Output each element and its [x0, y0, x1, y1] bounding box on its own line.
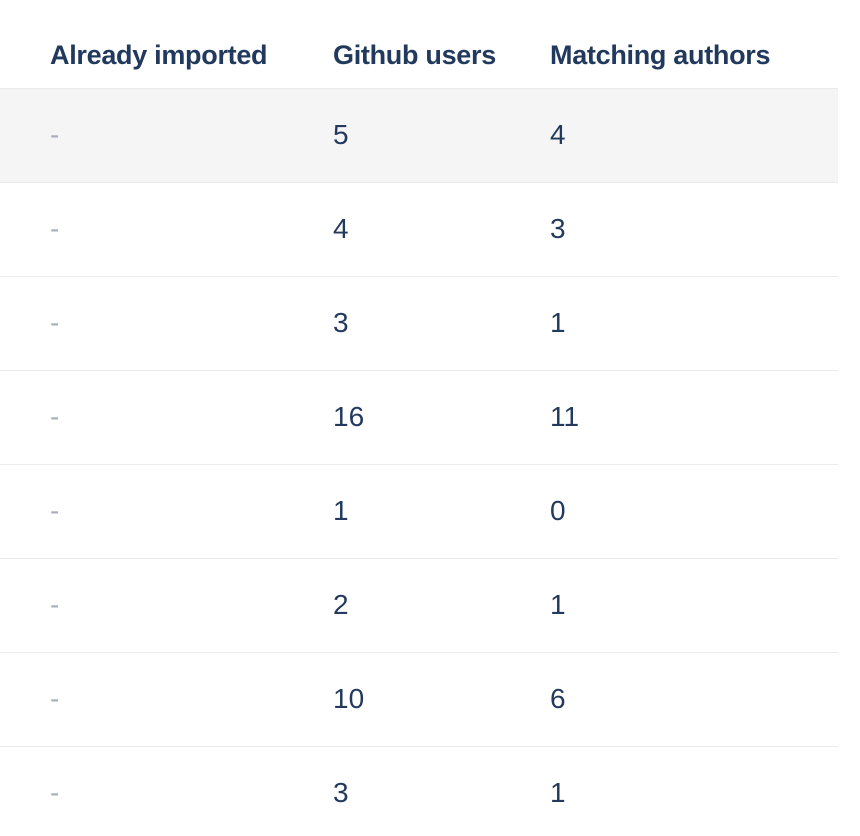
- table-row[interactable]: - 2 1: [0, 558, 838, 653]
- cell-matching-authors: 0: [550, 464, 838, 559]
- cell-github-users: 1: [333, 464, 550, 559]
- cell-matching-authors: 1: [550, 276, 838, 371]
- table-row[interactable]: - 3 1: [0, 276, 838, 371]
- table-body: - 5 4 - 4 3 - 3 1 - 16 11 - 1 0 - 2 1 - …: [0, 88, 838, 836]
- cell-matching-authors: 1: [550, 746, 838, 836]
- cell-github-users: 10: [333, 652, 550, 747]
- cell-already-imported: -: [0, 558, 333, 653]
- table-row[interactable]: - 16 11: [0, 370, 838, 465]
- column-header-already-imported: Already imported: [0, 0, 333, 89]
- table-row[interactable]: - 10 6: [0, 652, 838, 747]
- import-table: Already imported Github users Matching a…: [0, 0, 838, 836]
- column-header-matching-authors: Matching authors: [550, 0, 838, 89]
- cell-already-imported: -: [0, 746, 333, 836]
- cell-already-imported: -: [0, 464, 333, 559]
- cell-github-users: 4: [333, 182, 550, 277]
- table-row[interactable]: - 3 1: [0, 746, 838, 836]
- cell-already-imported: -: [0, 276, 333, 371]
- cell-already-imported: -: [0, 370, 333, 465]
- cell-github-users: 3: [333, 746, 550, 836]
- cell-matching-authors: 11: [550, 370, 838, 465]
- column-header-github-users: Github users: [333, 0, 550, 89]
- cell-matching-authors: 4: [550, 88, 838, 183]
- cell-already-imported: -: [0, 88, 333, 183]
- cell-already-imported: -: [0, 652, 333, 747]
- table-row[interactable]: - 5 4: [0, 88, 838, 183]
- cell-github-users: 5: [333, 88, 550, 183]
- cell-github-users: 16: [333, 370, 550, 465]
- cell-github-users: 2: [333, 558, 550, 653]
- cell-github-users: 3: [333, 276, 550, 371]
- table-row[interactable]: - 4 3: [0, 182, 838, 277]
- import-table-container: Already imported Github users Matching a…: [0, 0, 838, 836]
- cell-already-imported: -: [0, 182, 333, 277]
- cell-matching-authors: 1: [550, 558, 838, 653]
- table-header-row: Already imported Github users Matching a…: [0, 0, 838, 89]
- table-row[interactable]: - 1 0: [0, 464, 838, 559]
- table-header: Already imported Github users Matching a…: [0, 0, 838, 89]
- cell-matching-authors: 6: [550, 652, 838, 747]
- cell-matching-authors: 3: [550, 182, 838, 277]
